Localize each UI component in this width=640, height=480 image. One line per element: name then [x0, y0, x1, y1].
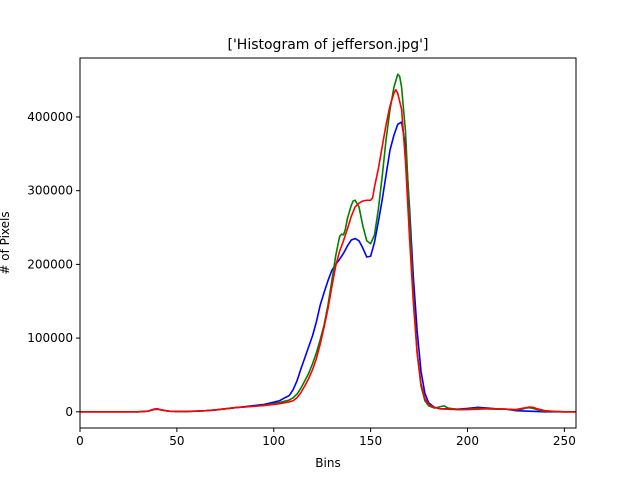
series-lines [80, 73, 576, 413]
y-tick-label: 100000 [27, 331, 73, 345]
x-tick-label: 0 [76, 434, 84, 448]
chart-title: ['Histogram of jefferson.jpg'] [227, 37, 428, 53]
y-axis-ticks: 0 100000 200000 300000 400000 [27, 110, 80, 419]
y-axis-label: # of Pixels [0, 211, 12, 274]
y-tick-label: 200000 [27, 257, 73, 271]
plot-area [80, 58, 576, 428]
x-axis-ticks: 0 50 100 150 200 250 [76, 428, 576, 448]
x-tick-label: 150 [359, 434, 382, 448]
y-tick-label: 0 [65, 405, 73, 419]
x-tick-label: 200 [456, 434, 479, 448]
y-tick-label: 400000 [27, 110, 73, 124]
x-axis-label: Bins [315, 456, 340, 470]
plot-frame [79, 57, 577, 429]
x-tick-label: 50 [169, 434, 184, 448]
series-line-3 [80, 88, 576, 413]
y-tick-label: 300000 [27, 184, 73, 198]
x-tick-label: 250 [553, 434, 576, 448]
x-tick-label: 100 [262, 434, 285, 448]
